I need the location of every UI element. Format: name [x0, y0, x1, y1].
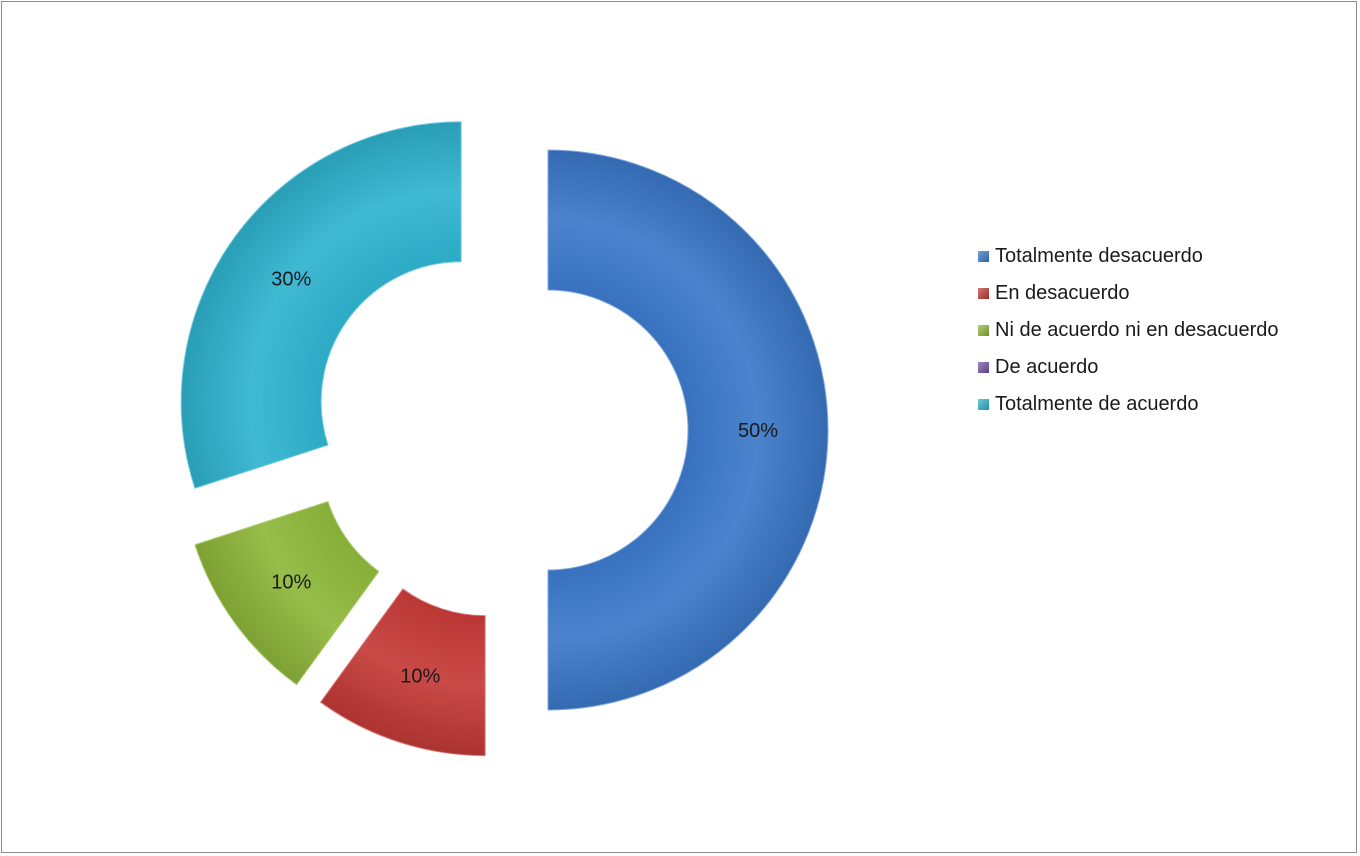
slice-ni-de-acuerdo-ni-en-desacuerdo — [194, 500, 380, 686]
data-label-en-desacuerdo: 10% — [400, 665, 440, 687]
legend-swatch-totalmente-de-acuerdo — [978, 399, 989, 410]
data-label-ni-de-acuerdo-ni-en-desacuerdo: 10% — [271, 572, 311, 594]
slice-totalmente-de-acuerdo — [180, 121, 462, 489]
legend-swatch-totalmente-desacuerdo — [978, 251, 989, 262]
legend-label-en-desacuerdo: En desacuerdo — [995, 282, 1130, 304]
slice-en-desacuerdo — [319, 588, 486, 757]
legend-item-totalmente-de-acuerdo: Totalmente de acuerdo — [978, 386, 1348, 423]
legend-item-de-acuerdo: De acuerdo — [978, 349, 1348, 386]
legend-swatch-en-desacuerdo — [978, 288, 989, 299]
legend-swatch-de-acuerdo — [978, 362, 989, 373]
legend-item-totalmente-desacuerdo: Totalmente desacuerdo — [978, 238, 1348, 275]
legend-item-en-desacuerdo: En desacuerdo — [978, 275, 1348, 312]
donut-chart: 50% 10% 10% 30% — [180, 121, 829, 757]
legend-label-totalmente-de-acuerdo: Totalmente de acuerdo — [995, 393, 1199, 415]
legend-label-ni-de-acuerdo-ni-en-desacuerdo: Ni de acuerdo ni en desacuerdo — [995, 319, 1279, 341]
chart-legend: Totalmente desacuerdo En desacuerdo Ni de … — [978, 238, 1348, 423]
legend-label-de-acuerdo: De acuerdo — [995, 356, 1099, 378]
legend-swatch-ni-de-acuerdo-ni-en-desacuerdo — [978, 325, 989, 336]
data-label-totalmente-desacuerdo: 50% — [738, 420, 778, 442]
slice-totalmente-desacuerdo — [547, 149, 829, 711]
legend-item-ni-de-acuerdo-ni-en-desacuerdo: Ni de acuerdo ni en desacuerdo — [978, 312, 1348, 349]
data-label-totalmente-de-acuerdo: 30% — [271, 268, 311, 290]
legend-label-totalmente-desacuerdo: Totalmente desacuerdo — [995, 245, 1203, 267]
